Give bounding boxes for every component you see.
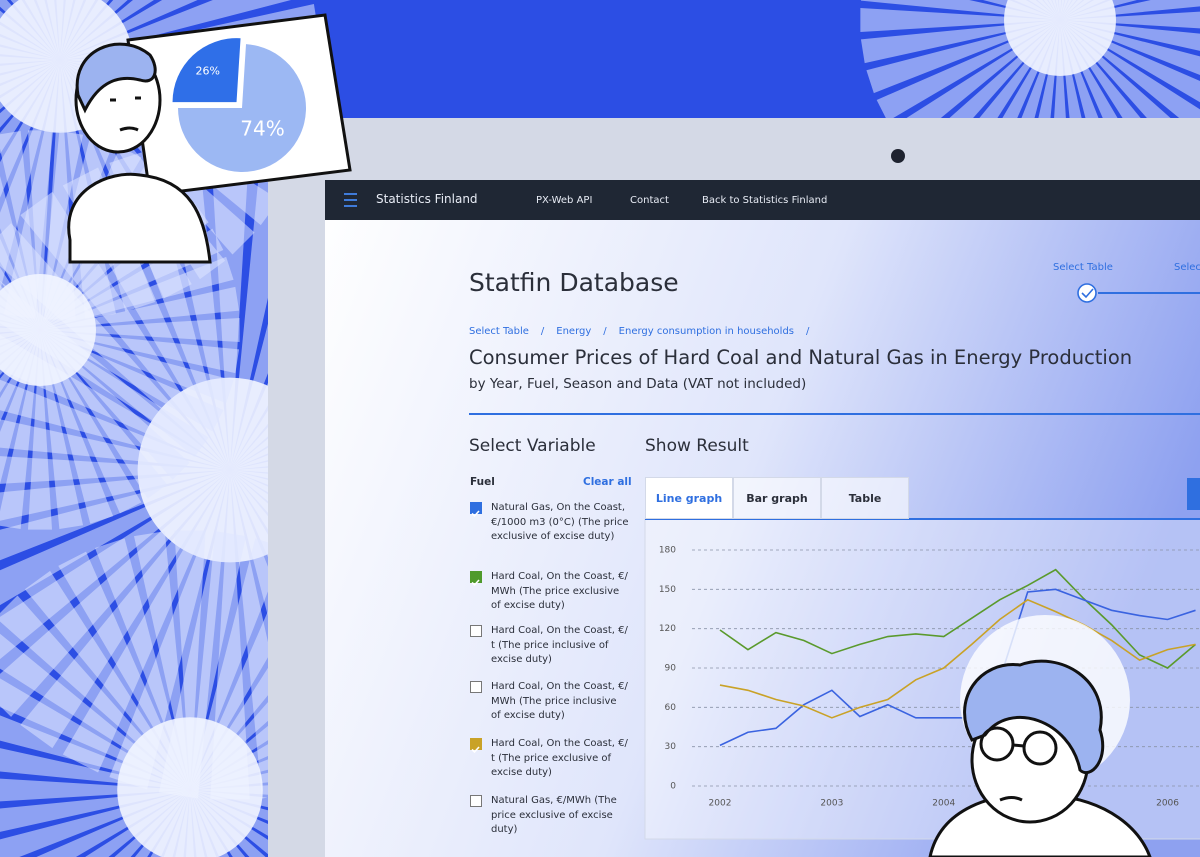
checkbox[interactable] (470, 571, 482, 587)
character2-face (999, 743, 1025, 802)
table-subtitle: by Year, Fuel, Season and Data (VAT not … (469, 376, 807, 392)
brand[interactable]: Statistics Finland (376, 192, 478, 206)
x-tick-label: 2003 (820, 799, 843, 809)
line-chart: 0 30 60 90 120 150 180 2002 2003 2004 2006 (659, 546, 1200, 809)
y-tick-label: 150 (659, 585, 676, 595)
nav-bar (325, 180, 1200, 220)
step-marker (1077, 283, 1097, 303)
breadcrumb-item[interactable]: Select Table (469, 326, 529, 337)
checkbox[interactable] (470, 738, 482, 754)
ray (190, 790, 266, 857)
pie-label: 26% (196, 65, 220, 78)
glasses-right (1022, 730, 1058, 766)
ray (0, 790, 190, 832)
ray (40, 318, 240, 342)
variable-option[interactable]: Hard Coal, On the Coast, €/ t (The price… (491, 625, 628, 665)
check (471, 746, 480, 754)
variable-option[interactable]: Hard Coal, On the Coast, €/ t (The price… (491, 738, 628, 778)
character-hair (75, 42, 157, 114)
y-tick-label: 180 (659, 546, 676, 556)
variable-option[interactable]: Natural Gas, On the Coast, €/1000 m3 (0°… (491, 502, 629, 542)
burst-core (0, 274, 96, 386)
tab[interactable]: Bar graph (733, 477, 821, 519)
breadcrumb-item[interactable]: Energy (556, 326, 592, 337)
ray (28, 130, 52, 330)
burst-core (1004, 0, 1116, 76)
step-check (1081, 288, 1094, 299)
burst-core (117, 717, 263, 857)
nav-link[interactable]: PX-Web API (536, 195, 593, 206)
step[interactable]: Selec (1174, 262, 1200, 273)
character2-hair (963, 659, 1105, 774)
check (471, 510, 480, 518)
laptop-camera (891, 149, 905, 163)
y-tick-label: 30 (665, 742, 677, 752)
ray (0, 238, 40, 330)
ray (0, 748, 190, 790)
breadcrumb-item: / (540, 326, 545, 337)
ray (0, 633, 190, 790)
section-heading: Select Variable (469, 436, 596, 456)
check (471, 579, 480, 587)
x-tick-label: 2004 (932, 799, 955, 809)
ray (0, 778, 190, 802)
variable-option[interactable]: Hard Coal, On the Coast, €/ MWh (The pri… (491, 681, 628, 721)
character-face (110, 96, 141, 132)
variable-option[interactable]: Hard Coal, On the Coast, €/ MWh (The pri… (491, 571, 628, 611)
table-title: Consumer Prices of Hard Coal and Natural… (469, 346, 1133, 369)
glasses-left (979, 726, 1015, 762)
pie-label: 74% (240, 116, 284, 140)
y-tick-label: 0 (670, 782, 676, 792)
ray (28, 330, 52, 530)
variable-label: Fuel (470, 476, 495, 488)
ray (860, 8, 1060, 32)
checkbox[interactable] (470, 502, 482, 518)
section-heading: Show Result (645, 436, 749, 456)
series-line (719, 598, 1196, 719)
series-line (719, 568, 1197, 669)
checkbox[interactable] (470, 681, 482, 693)
nav-link[interactable]: Contact (630, 195, 669, 206)
breadcrumb-item: / (806, 326, 810, 337)
breadcrumb-item: / (603, 326, 607, 337)
ray (0, 470, 230, 561)
tab[interactable]: Table (821, 477, 909, 519)
pie-slice (178, 44, 306, 172)
nav-link[interactable]: Back to Statistics Finland (702, 195, 828, 206)
character-body (67, 172, 212, 264)
variable-option[interactable]: Natural Gas, €/MWh (The price exclusive … (491, 795, 617, 835)
pie-slice (172, 38, 241, 103)
x-tick-label: 2002 (709, 799, 732, 809)
menu-icon (344, 193, 357, 207)
breadcrumb: Select Table / Energy / Energy consumption i… (469, 326, 821, 337)
y-tick-label: 90 (665, 664, 677, 674)
clear-all[interactable]: Clear all (583, 476, 632, 488)
checkbox[interactable] (470, 625, 482, 637)
checkbox[interactable] (470, 795, 482, 807)
ray (1060, 11, 1200, 29)
pie-chart: 26% 74% (172, 38, 306, 172)
series-line (719, 588, 1196, 747)
action-button[interactable] (1187, 478, 1200, 510)
page-heading: Statfin Database (469, 268, 679, 297)
tab[interactable]: Line graph (645, 477, 733, 519)
ray (0, 330, 40, 422)
breadcrumb-item[interactable]: Energy consumption in households (618, 326, 795, 337)
ray (174, 530, 206, 790)
step[interactable]: Select Table (1053, 262, 1113, 273)
y-tick-label: 120 (659, 624, 676, 634)
y-tick-label: 60 (665, 703, 677, 713)
x-tick-label: 2006 (1156, 799, 1179, 809)
